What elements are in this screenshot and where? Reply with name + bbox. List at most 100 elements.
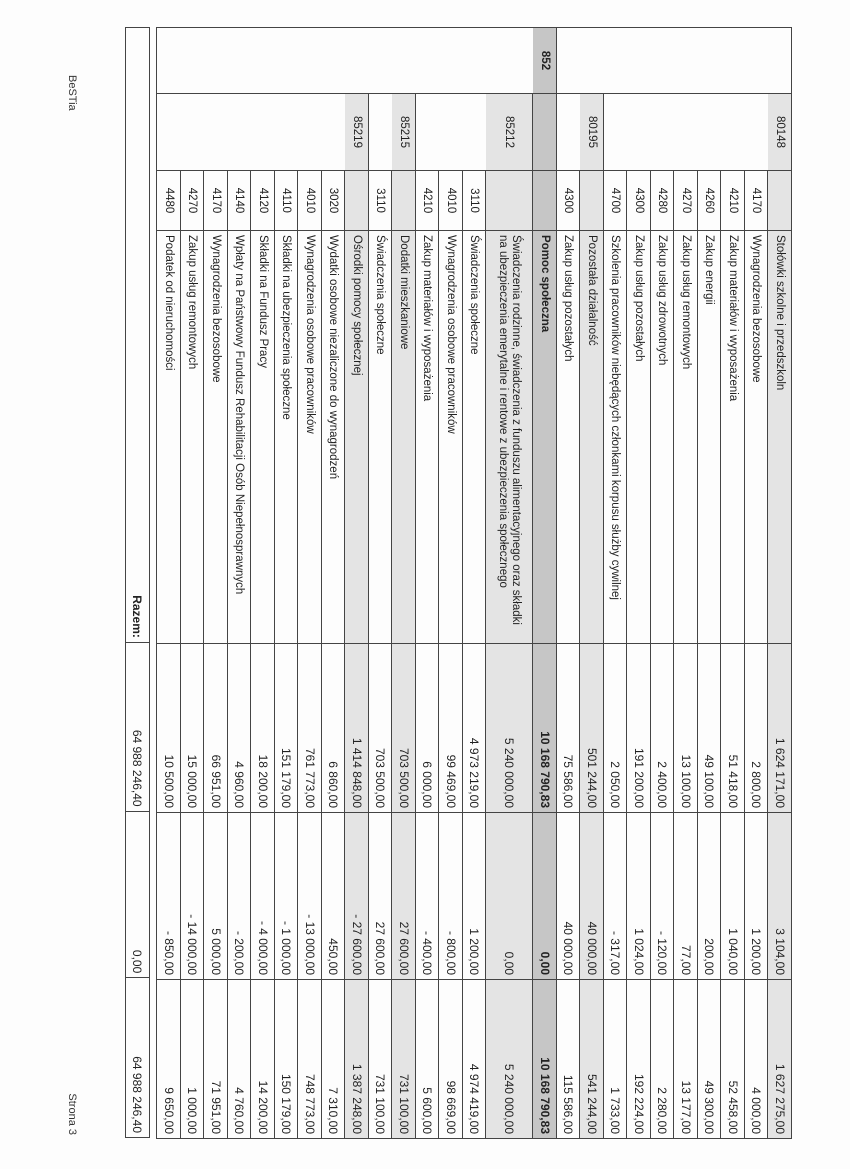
dzial-cell: [157, 28, 181, 94]
paragraf-cell: [768, 171, 792, 231]
paragraf-cell: 4280: [651, 171, 675, 231]
dzial-cell: 852: [533, 28, 557, 94]
plan-after-cell: 9 650,00: [157, 980, 181, 1139]
description-cell: Świadczenia społeczne: [463, 231, 487, 644]
plan-before-cell: 6 000,00: [416, 644, 440, 813]
description-cell: Ośrodki pomocy społecznej: [345, 231, 369, 644]
plan-after-cell: 731 100,00: [369, 980, 393, 1139]
dzial-cell: [557, 28, 581, 94]
rozdzial-cell: [721, 94, 745, 171]
plan-after-cell: 731 100,00: [392, 980, 416, 1139]
total-label: Razem:: [126, 28, 149, 643]
plan-before-cell: 2 800,00: [745, 644, 769, 813]
description-cell: Składki na Fundusz Pracy: [251, 231, 275, 644]
plan-before-cell: 51 418,00: [721, 644, 745, 813]
dzial-cell: [604, 28, 628, 94]
description-cell: Zakup usług remontowych: [181, 231, 205, 644]
plan-after-cell: 1 627 275,00: [768, 980, 792, 1139]
rozdzial-cell: [181, 94, 205, 171]
dzial-cell: [392, 28, 416, 94]
dzial-cell: [322, 28, 346, 94]
rozdzial-cell: [204, 94, 228, 171]
change-cell: 40 000,00: [557, 813, 581, 980]
paragraf-cell: [533, 171, 557, 231]
paragraf-row: 4140 Wpłaty na Państwowy Fundusz Rehabili…: [228, 28, 252, 1139]
paragraf-cell: 4110: [275, 171, 299, 231]
paragraf-cell: 4300: [627, 171, 651, 231]
paragraf-row: 4280 Zakup usług zdrowotnych 2 400,00- 120…: [651, 28, 675, 1139]
paragraf-row: 4270 Zakup usług remontowych 13 100,00 77,0…: [674, 28, 698, 1139]
rozdzial-cell: [533, 94, 557, 171]
plan-after-cell: 4 760,00: [228, 980, 252, 1139]
paragraf-cell: [392, 171, 416, 231]
change-cell: - 800,00: [439, 813, 463, 980]
change-cell: - 317,00: [604, 813, 628, 980]
paragraf-row: 4480 Podatek od nieruchomości 10 500,00- 8…: [157, 28, 181, 1139]
paragraf-row: 4120 Składki na Fundusz Pracy 18 200,00- 4…: [251, 28, 275, 1139]
description-cell: Zakup materiałów i wyposażenia: [416, 231, 440, 644]
change-cell: 1 040,00: [721, 813, 745, 980]
paragraf-row: 4300 Zakup usług pozostałych 191 200,00 1 0…: [627, 28, 651, 1139]
plan-after-cell: 541 244,00: [580, 980, 604, 1139]
change-cell: - 27 600,00: [345, 813, 369, 980]
dzial-cell: [698, 28, 722, 94]
paragraf-cell: 4010: [439, 171, 463, 231]
rozdzial-cell: 80148: [768, 94, 792, 171]
plan-before-cell: 75 586,00: [557, 644, 581, 813]
plan-after-cell: 10 168 790,83: [533, 980, 557, 1139]
plan-after-cell: 192 224,00: [627, 980, 651, 1139]
plan-after-cell: 115 586,00: [557, 980, 581, 1139]
plan-before-cell: 761 773,00: [298, 644, 322, 813]
rozdzial-cell: [298, 94, 322, 171]
dzial-cell: [204, 28, 228, 94]
plan-after-cell: 1 733,00: [604, 980, 628, 1139]
rozdzial-cell: [604, 94, 628, 171]
plan-after-cell: 52 458,00: [721, 980, 745, 1139]
change-cell: 27 600,00: [392, 813, 416, 980]
plan-after-cell: 5 600,00: [416, 980, 440, 1139]
rozdzial-cell: [228, 94, 252, 171]
change-cell: 200,00: [698, 813, 722, 980]
paragraf-cell: 3110: [463, 171, 487, 231]
description-cell: Podatek od nieruchomości: [157, 231, 181, 644]
rozdzial-row: 85212 Świadczenia rodzinne, świadczenia z…: [486, 28, 534, 1139]
dzial-cell: [369, 28, 393, 94]
dzial-cell: [345, 28, 369, 94]
plan-after-cell: 71 951,00: [204, 980, 228, 1139]
plan-after-cell: 2 280,00: [651, 980, 675, 1139]
rozdzial-cell: [157, 94, 181, 171]
plan-before-cell: 6 860,00: [322, 644, 346, 813]
plan-after-cell: 13 177,00: [674, 980, 698, 1139]
rozdzial-cell: [674, 94, 698, 171]
change-cell: - 400,00: [416, 813, 440, 980]
plan-before-cell: 501 244,00: [580, 644, 604, 813]
dzial-cell: [721, 28, 745, 94]
dzial-cell: [439, 28, 463, 94]
plan-after-cell: 5 240 000,00: [486, 980, 534, 1139]
paragraf-row: 3110 Świadczenia społeczne 703 500,00 27 60…: [369, 28, 393, 1139]
change-cell: - 1 000,00: [275, 813, 299, 980]
description-cell: Szkolenia pracowników niebędących członk…: [604, 231, 628, 644]
rozdzial-row: 85219 Ośrodki pomocy społecznej 1 414 848,…: [345, 28, 369, 1139]
paragraf-row: 4210 Zakup materiałów i wyposażenia 51 418…: [721, 28, 745, 1139]
paragraf-row: 4170 Wynagrodzenia bezosobowe 2 800,00 1 20…: [745, 28, 769, 1139]
description-cell: Dodatki mieszkaniowe: [392, 231, 416, 644]
dzial-cell: [228, 28, 252, 94]
rozdzial-row: 85215 Dodatki mieszkaniowe 703 500,00 27 60…: [392, 28, 416, 1139]
paragraf-cell: 4480: [157, 171, 181, 231]
description-cell: Zakup usług zdrowotnych: [651, 231, 675, 644]
rozdzial-cell: 85219: [345, 94, 369, 171]
dzial-cell: [627, 28, 651, 94]
rozdzial-cell: [251, 94, 275, 171]
paragraf-cell: 4140: [228, 171, 252, 231]
plan-before-cell: 10 500,00: [157, 644, 181, 813]
description-cell: Pomoc społeczna: [533, 231, 557, 644]
description-cell: Stołówki szkolne i przedszkoln: [768, 231, 792, 644]
dzial-cell: [251, 28, 275, 94]
dzial-cell: [651, 28, 675, 94]
change-cell: 3 104,00: [768, 813, 792, 980]
dzial-cell: [416, 28, 440, 94]
plan-after-cell: 1 000,00: [181, 980, 205, 1139]
rozdzial-cell: [275, 94, 299, 171]
rozdzial-cell: 85215: [392, 94, 416, 171]
